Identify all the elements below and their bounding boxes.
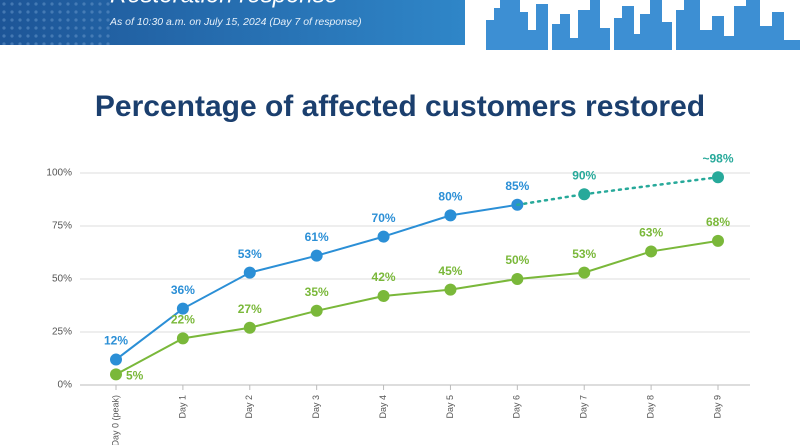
x-tick-label: Day 6 [512, 395, 522, 419]
x-tick-label: Day 1 [177, 395, 187, 419]
data-point [578, 266, 591, 279]
chart-title: Percentage of affected customers restore… [95, 90, 705, 123]
series-line [115, 239, 719, 376]
data-point [645, 245, 658, 258]
data-label: 22% [171, 313, 195, 327]
data-point [176, 332, 189, 345]
data-label: 42% [372, 270, 396, 284]
data-label: 70% [372, 211, 396, 225]
data-point [176, 302, 189, 315]
data-point [712, 171, 724, 184]
banner-subtitle: As of 10:30 a.m. on July 15, 2024 (Day 7… [109, 16, 362, 28]
y-tick-label: 100% [46, 168, 72, 179]
data-label: ~98% [702, 151, 733, 165]
data-label: 63% [639, 226, 663, 240]
data-label: 45% [438, 264, 462, 278]
x-tick-label: Day 3 [311, 395, 321, 419]
x-tick-label: Day 5 [445, 395, 455, 419]
data-point [578, 188, 591, 201]
banner: Restoration response As of 10:30 a.m. on… [0, 0, 800, 50]
data-point [310, 249, 323, 262]
data-label: 53% [572, 247, 596, 261]
x-tick-label: Day 8 [645, 395, 655, 419]
data-point [377, 230, 390, 243]
data-label: 68% [706, 215, 730, 229]
data-label: 85% [505, 179, 529, 193]
data-label: 27% [238, 302, 262, 316]
projection-segment [582, 175, 720, 196]
data-point [110, 368, 122, 381]
data-point [712, 234, 724, 247]
data-point [444, 209, 457, 222]
data-label: 12% [104, 334, 128, 348]
y-tick-label: 25% [52, 327, 72, 338]
data-point [377, 289, 390, 302]
data-label: 61% [305, 230, 329, 244]
data-label: 5% [126, 369, 144, 383]
skyline [486, 0, 800, 50]
data-point [243, 266, 256, 279]
data-point [243, 321, 256, 334]
data-point [110, 353, 122, 366]
plot: 0% 25% 50% 75% 100% Day 0 (peak) Day 1 Day 2 Day… [46, 151, 750, 445]
data-point [511, 273, 524, 285]
data-label: 90% [572, 168, 596, 182]
data-label: 53% [238, 247, 262, 261]
y-tick-label: 50% [52, 274, 72, 285]
x-tick-label: Day 2 [244, 395, 254, 419]
x-tick-label: Day 4 [378, 395, 388, 419]
x-tick-label: Day 7 [579, 395, 589, 419]
x-tick-label: Day 0 (peak) [110, 395, 120, 445]
data-point [310, 304, 323, 317]
banner-title: Restoration response [110, 0, 338, 8]
data-label: 36% [171, 283, 195, 297]
data-point [444, 283, 457, 296]
x-tick-label: Day 9 [712, 395, 722, 419]
data-label: 80% [438, 190, 462, 204]
y-tick-label: 0% [58, 380, 73, 391]
y-tick-label: 75% [52, 221, 72, 232]
banner-dots [0, 0, 110, 45]
data-label: 35% [305, 285, 329, 299]
data-label: 50% [505, 253, 529, 267]
projection-segment [516, 192, 586, 207]
